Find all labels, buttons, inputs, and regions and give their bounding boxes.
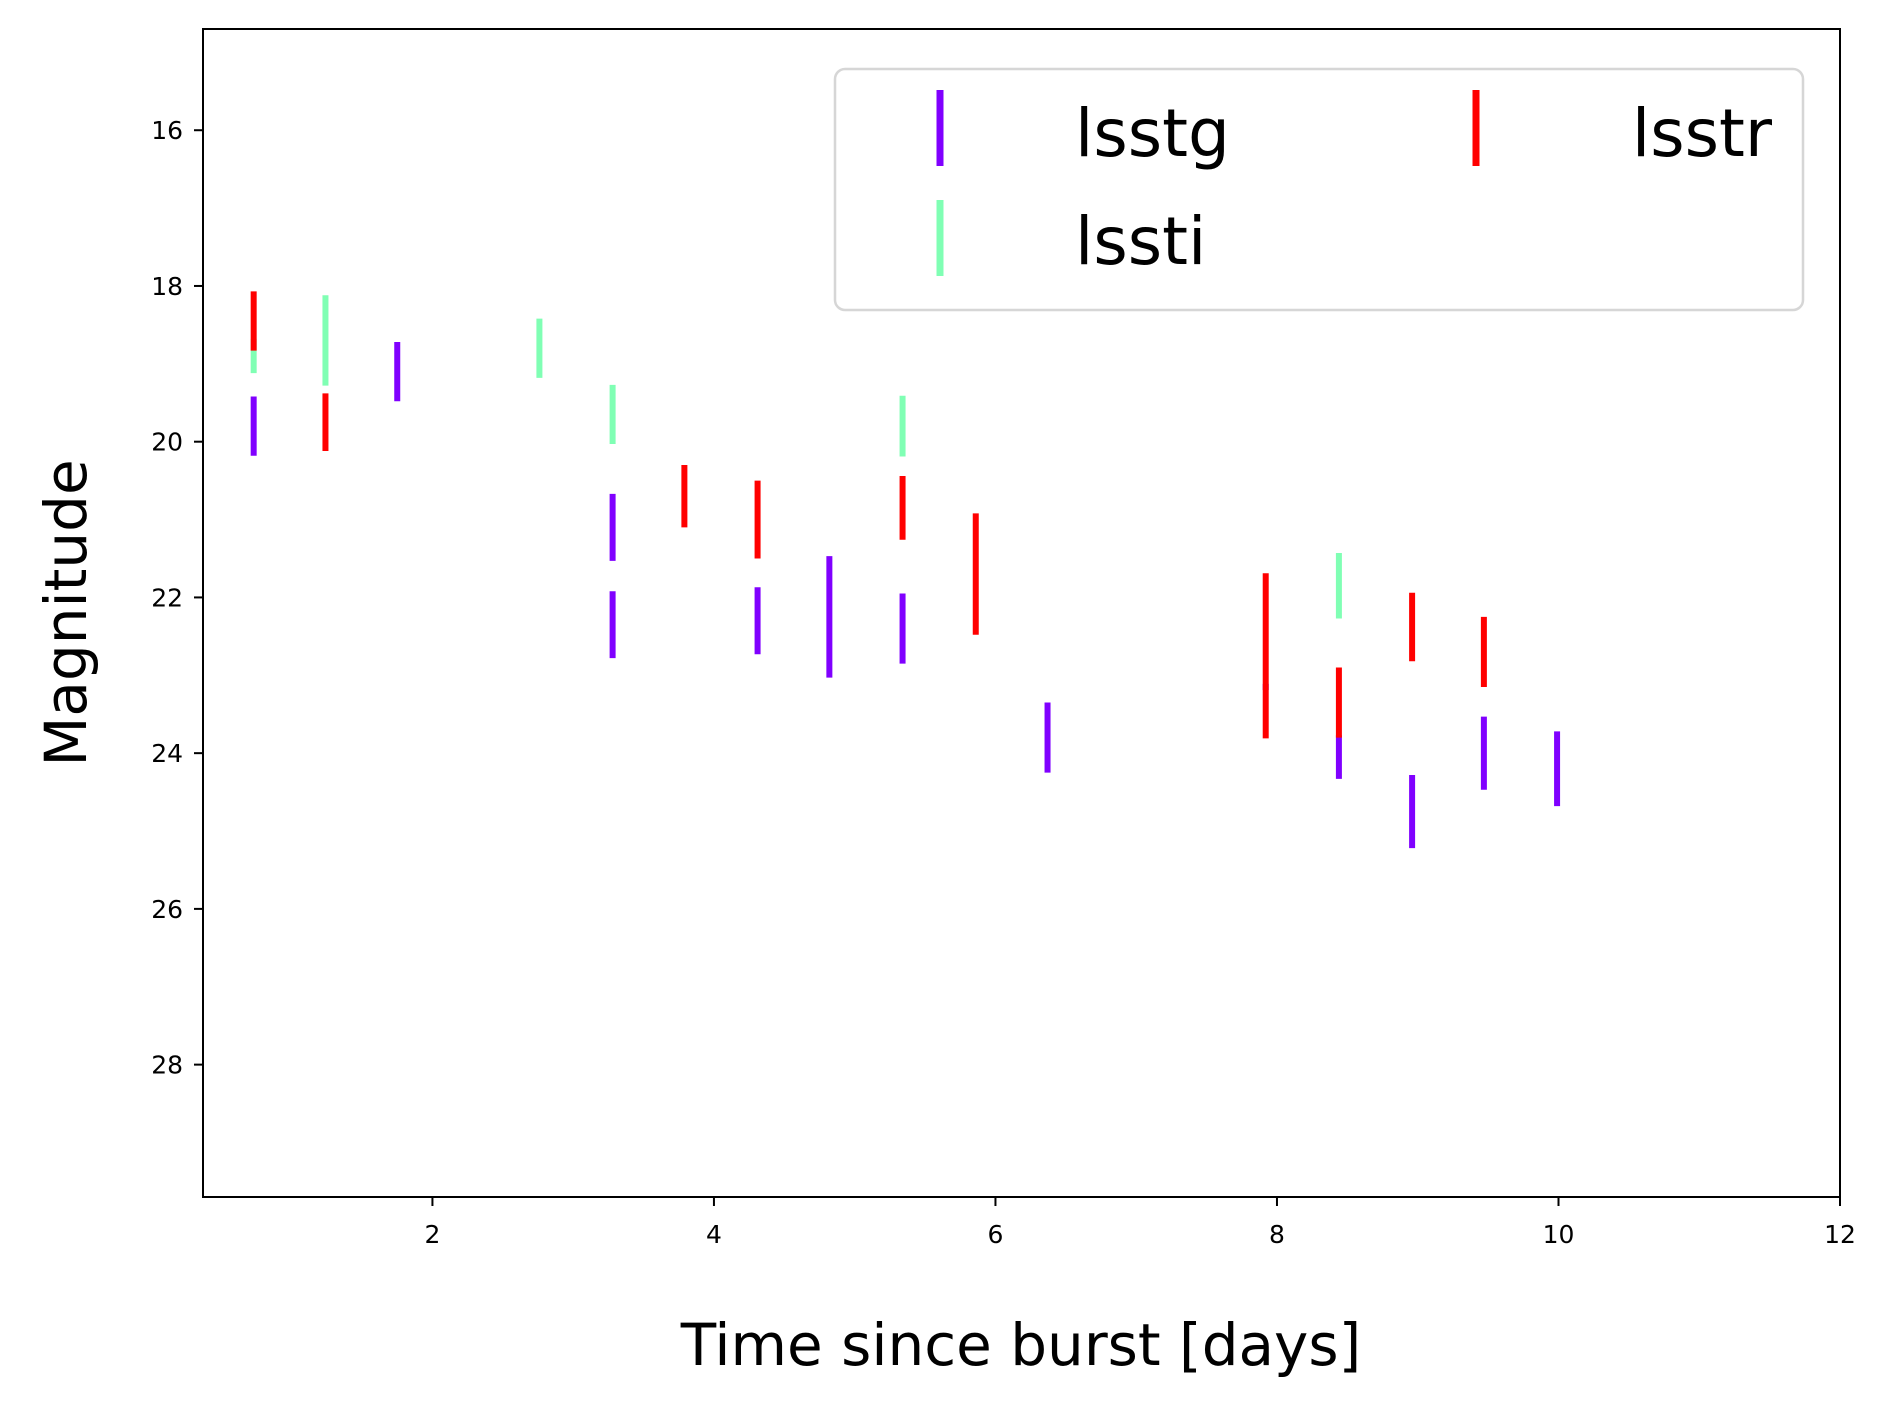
y-axis-ticks: 16 18 20 22 24 26 28 bbox=[151, 116, 203, 1080]
y-tick-label: 28 bbox=[151, 1051, 183, 1080]
legend-label-lsstg: lsstg bbox=[1075, 95, 1230, 172]
y-tick-label: 20 bbox=[151, 428, 183, 457]
legend-label-lssti: lssti bbox=[1075, 203, 1206, 280]
y-tick-label: 18 bbox=[151, 272, 183, 301]
x-tick-label: 12 bbox=[1824, 1220, 1856, 1249]
series-lsstr bbox=[250, 291, 1487, 739]
plot-area bbox=[250, 291, 1561, 849]
x-tick-label: 4 bbox=[706, 1220, 722, 1249]
y-tick-label: 16 bbox=[151, 116, 183, 145]
y-tick-label: 22 bbox=[151, 583, 183, 612]
y-tick-label: 26 bbox=[151, 895, 183, 924]
x-axis-label: Time since burst [days] bbox=[680, 1311, 1361, 1379]
x-tick-label: 10 bbox=[1543, 1220, 1575, 1249]
y-tick-label: 24 bbox=[151, 739, 183, 768]
x-tick-label: 6 bbox=[988, 1220, 1004, 1249]
x-tick-label: 8 bbox=[1269, 1220, 1285, 1249]
axes-frame bbox=[202, 28, 1841, 1198]
legend-frame bbox=[833, 67, 1805, 312]
legend-label-lsstr: lsstr bbox=[1632, 95, 1773, 172]
x-tick-label: 2 bbox=[424, 1220, 440, 1249]
y-axis-label: Magnitude bbox=[32, 459, 100, 766]
x-axis-ticks: 2 4 6 8 10 12 bbox=[424, 1197, 1856, 1249]
legend: lsstg lsstr lssti bbox=[833, 67, 1805, 312]
